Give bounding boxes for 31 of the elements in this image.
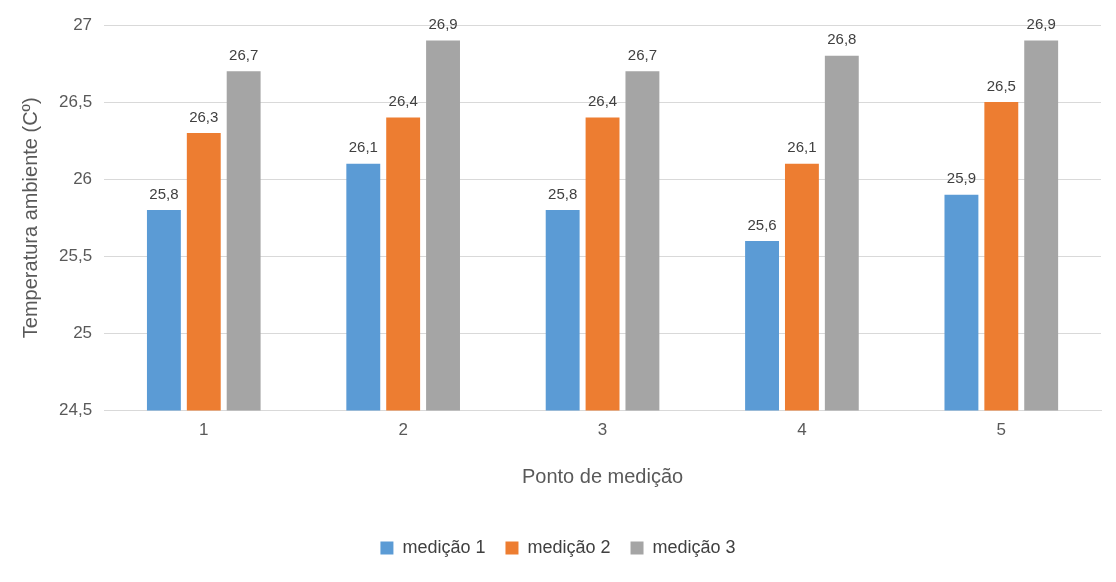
y-tick-label: 25 [73, 323, 93, 343]
y-tick-label: 27 [73, 14, 93, 34]
x-axis-title: Ponto de medição [521, 464, 684, 487]
legend-label: medição 1 [402, 536, 486, 557]
data-label: 26,9 [428, 15, 458, 33]
data-label: 26,7 [229, 45, 259, 63]
data-label: 26,7 [627, 45, 658, 63]
x-tick-label: 1 [199, 420, 209, 440]
y-tick-label: 26,5 [58, 91, 93, 111]
data-label: 26,1 [348, 138, 378, 156]
y-tick-label: 24,5 [58, 400, 93, 420]
data-label: 25,9 [946, 169, 977, 187]
x-tick-label: 4 [797, 420, 807, 440]
data-label: 25,6 [747, 215, 777, 233]
y-axis-title: Temperatura ambiente (Cº) [18, 97, 41, 339]
data-label: 26,4 [388, 92, 418, 110]
data-label: 25,8 [548, 184, 578, 202]
legend-label: medição 3 [652, 536, 736, 557]
x-tick-label: 2 [398, 420, 408, 440]
data-label: 26,1 [787, 138, 817, 156]
data-label: 26,8 [827, 30, 857, 48]
y-tick-label: 25,5 [58, 246, 93, 266]
data-label: 26,3 [189, 107, 219, 125]
y-tick-label: 26 [73, 168, 93, 188]
x-tick-label: 5 [996, 420, 1007, 440]
legend-label: medição 2 [527, 536, 611, 557]
x-tick-label: 3 [597, 420, 608, 440]
data-label: 25,8 [149, 184, 179, 202]
data-label: 26,4 [587, 92, 618, 110]
data-label: 26,9 [1026, 15, 1056, 33]
data-label: 26,5 [986, 76, 1016, 94]
